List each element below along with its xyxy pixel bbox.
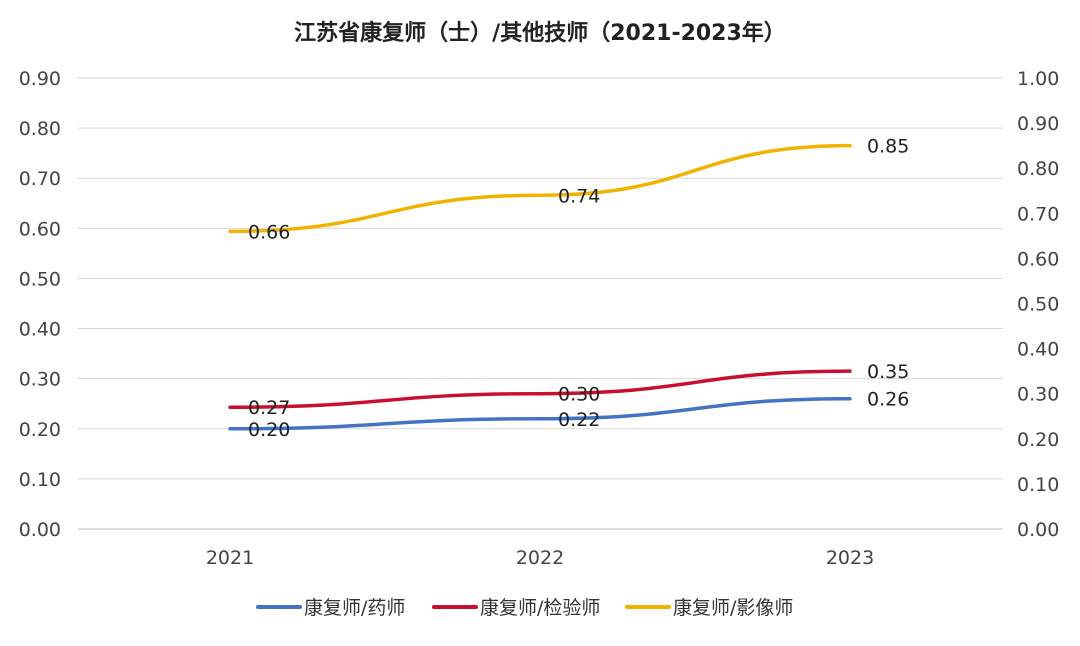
x-tick-label: 2023 <box>826 547 874 569</box>
series-line <box>228 143 852 234</box>
y-axis-left: 0.00 0.10 0.20 0.30 0.40 0.50 0.60 0.70 0.80 0.90 <box>19 68 61 541</box>
y-right-tick-label: 0.50 <box>1017 294 1059 316</box>
y-left-tick-label: 0.40 <box>19 319 61 341</box>
data-label: 0.35 <box>867 361 909 383</box>
y-right-tick-label: 0.20 <box>1017 429 1059 451</box>
series-line <box>228 369 852 409</box>
data-label: 0.26 <box>867 389 909 411</box>
series-line <box>228 396 852 431</box>
chart-title: 江苏省康复师（士）/其他技师（2021-2023年） <box>294 20 786 46</box>
y-right-tick-label: 0.70 <box>1017 203 1059 225</box>
data-label: 0.85 <box>867 136 909 158</box>
data-label: 0.20 <box>248 419 290 441</box>
y-right-tick-label: 0.60 <box>1017 248 1059 270</box>
y-left-tick-label: 0.60 <box>19 218 61 240</box>
y-right-tick-label: 0.40 <box>1017 339 1059 361</box>
y-right-tick-label: 0.10 <box>1017 474 1059 496</box>
y-right-tick-label: 0.30 <box>1017 384 1059 406</box>
legend-label: 康复师/检验师 <box>480 597 600 619</box>
y-right-tick-label: 1.00 <box>1017 68 1059 90</box>
y-left-tick-label: 0.80 <box>19 118 61 140</box>
y-left-tick-label: 0.70 <box>19 168 61 190</box>
x-axis: 2021 2022 2023 <box>206 547 874 569</box>
y-left-tick-label: 0.50 <box>19 268 61 290</box>
y-right-tick-label: 0.80 <box>1017 158 1059 180</box>
x-tick-label: 2021 <box>206 547 254 569</box>
y-right-tick-label: 0.00 <box>1017 519 1059 541</box>
y-left-tick-label: 0.10 <box>19 469 61 491</box>
x-tick-label: 2022 <box>516 547 564 569</box>
y-left-tick-label: 0.00 <box>19 519 61 541</box>
y-left-tick-label: 0.20 <box>19 419 61 441</box>
legend-label: 康复师/影像师 <box>673 597 793 619</box>
data-label: 0.66 <box>248 221 290 243</box>
data-label: 0.74 <box>558 185 600 207</box>
data-labels: 0.20 0.22 0.26 0.27 0.30 0.35 0.66 0.74 0.85 <box>248 136 909 441</box>
data-label: 0.22 <box>558 409 600 431</box>
legend: 康复师/药师 康复师/检验师 康复师/影像师 <box>256 597 793 619</box>
series-lines <box>228 143 852 431</box>
y-left-tick-label: 0.30 <box>19 369 61 391</box>
gridlines <box>78 77 1003 530</box>
y-left-tick-label: 0.90 <box>19 68 61 90</box>
y-axis-right: 0.00 0.10 0.20 0.30 0.40 0.50 0.60 0.70 0.80 0.90… <box>1017 68 1059 541</box>
y-right-tick-label: 0.90 <box>1017 113 1059 135</box>
legend-label: 康复师/药师 <box>304 597 405 619</box>
data-label: 0.30 <box>558 384 600 406</box>
data-label: 0.27 <box>248 397 290 419</box>
